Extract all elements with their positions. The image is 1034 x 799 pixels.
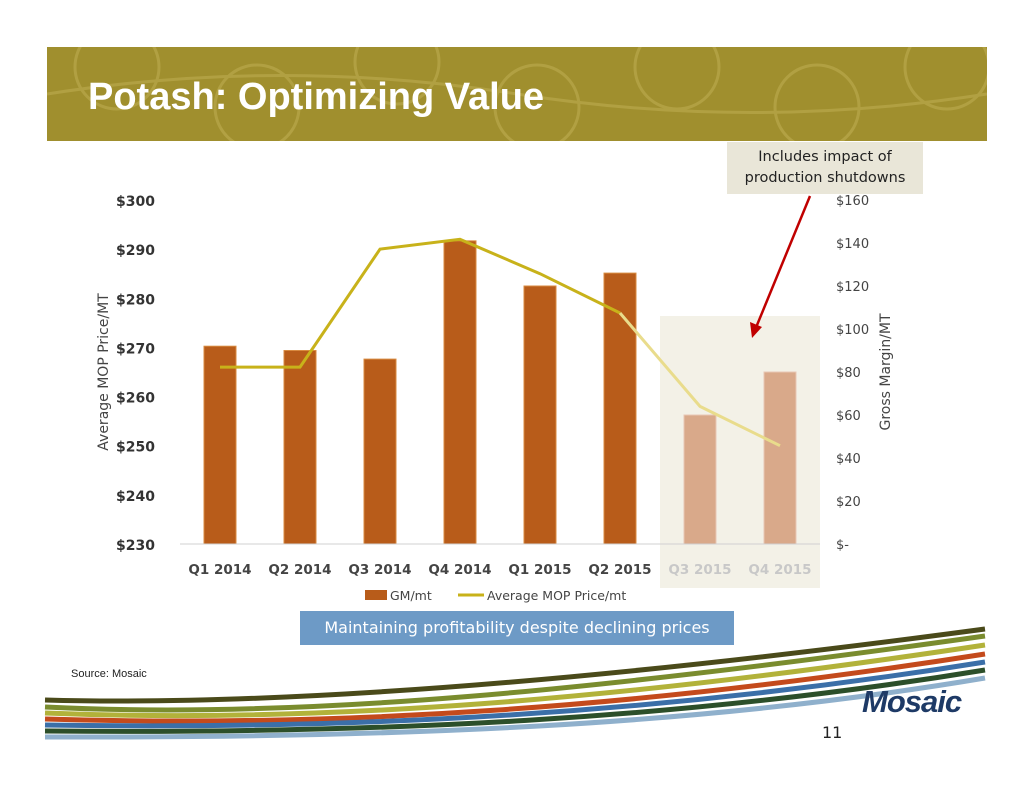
x-tick-label: Q2 2015 — [588, 562, 651, 578]
y-tick-label: $240 — [116, 489, 155, 505]
price-line — [220, 237, 621, 369]
tagline-box: Maintaining profitability despite declin… — [300, 611, 734, 645]
slide-title: Potash: Optimizing Value — [88, 76, 545, 118]
x-tick-label: Q3 2014 — [348, 562, 411, 578]
y2-tick-label: $80 — [836, 366, 861, 381]
y2-tick-label: $20 — [836, 495, 861, 510]
bar-q4-2015 — [763, 371, 797, 545]
y2-tick-label: $- — [836, 538, 849, 553]
callout-arrow — [753, 195, 812, 331]
y-tick-label: $250 — [116, 440, 155, 456]
y2-tick-label: $140 — [836, 237, 869, 252]
mosaic-logo: Mosaic — [862, 684, 962, 719]
y-tick-label: $290 — [116, 243, 155, 259]
y-tick-label: $270 — [116, 341, 155, 357]
x-tick-label: Q4 2015 — [748, 562, 811, 578]
y-tick-label: $260 — [116, 391, 155, 407]
callout-arrowhead — [750, 322, 762, 338]
title-banner — [47, 47, 987, 141]
x-tick-label: Q3 2015 — [668, 562, 731, 578]
y2-tick-label: $160 — [836, 194, 869, 209]
x-tick-label: Q1 2015 — [508, 562, 571, 578]
bar-q2-2014 — [283, 350, 317, 545]
x-tick-label: Q1 2014 — [188, 562, 251, 578]
banner-pattern — [47, 47, 987, 141]
legend-label-line: Average MOP Price/mt — [487, 588, 626, 603]
y-axis-label: Average MOP Price/MT — [96, 293, 112, 451]
legend-swatch-bar — [365, 590, 387, 600]
page-number: 11 — [822, 723, 843, 742]
y2-tick-label: $100 — [836, 323, 869, 338]
x-tick-label: Q4 2014 — [428, 562, 491, 578]
callout-box: Includes impact of production shutdowns — [727, 142, 923, 194]
y2-axis-label: Gross Margin/MT — [878, 313, 894, 431]
legend-label-bar: GM/mt — [390, 588, 432, 603]
y2-tick-label: $40 — [836, 452, 861, 467]
bar-q1-2014 — [203, 345, 237, 545]
bar-q2-2015 — [603, 272, 637, 545]
y-tick-label: $280 — [116, 292, 155, 308]
y2-tick-label: $120 — [836, 280, 869, 295]
y-tick-label: $300 — [116, 194, 155, 210]
bar-q1-2015 — [523, 285, 557, 545]
source-note: Source: Mosaic — [71, 668, 147, 680]
bar-q3-2014 — [363, 358, 397, 545]
y2-tick-label: $60 — [836, 409, 861, 424]
y-tick-label: $230 — [116, 538, 155, 554]
x-tick-label: Q2 2014 — [268, 562, 331, 578]
